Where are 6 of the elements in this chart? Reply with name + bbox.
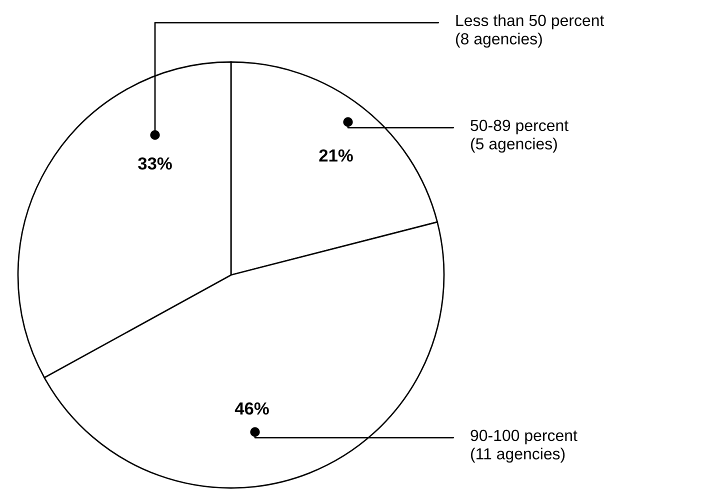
data-label: 33%: [138, 157, 172, 170]
data-label: 46%: [234, 402, 269, 415]
slice-label: 50-89 percent (5 agencies): [470, 120, 568, 153]
slice-label: Less than 50 percent (8 agencies): [456, 14, 604, 48]
data-label: 21%: [319, 149, 353, 162]
slice-label: 90-100 percent (11 agencies): [470, 430, 578, 463]
